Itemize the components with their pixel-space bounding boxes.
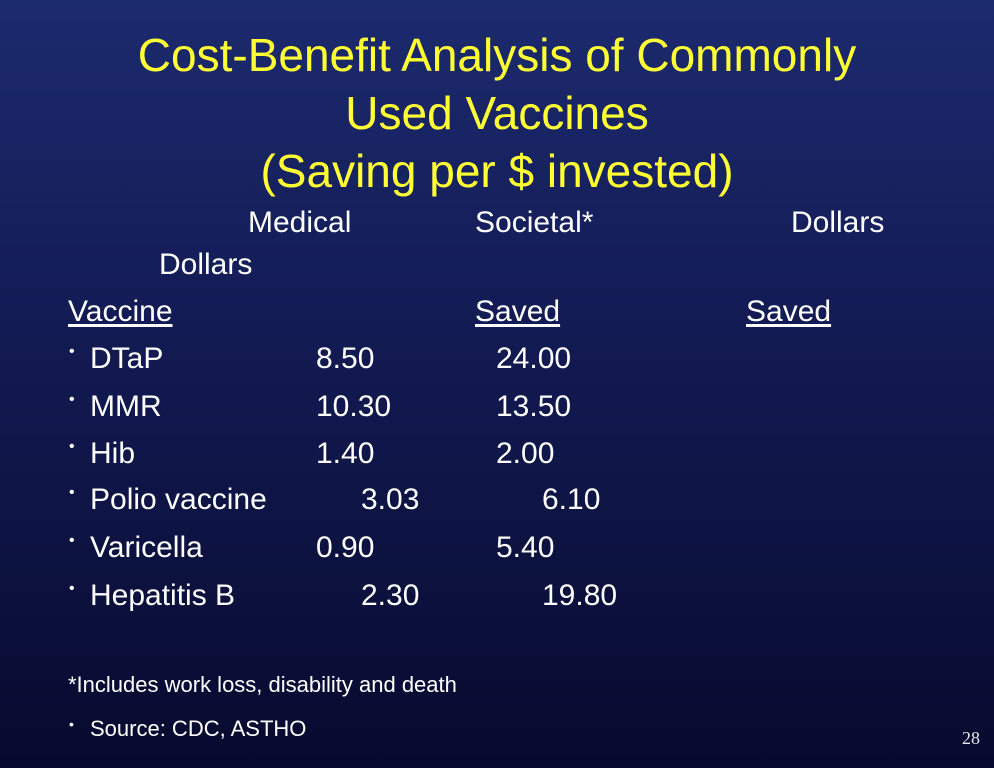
bullet-icon: • xyxy=(69,580,75,597)
societal-value: 13.50 xyxy=(496,390,572,423)
vaccine-name: MMR xyxy=(90,390,162,423)
societal-value: 24.00 xyxy=(496,342,572,375)
vaccine-name: Hib xyxy=(90,437,136,470)
bullet-icon: • xyxy=(69,484,75,501)
medical-value: 1.40 xyxy=(316,437,375,470)
header-medical: Medical xyxy=(248,206,352,239)
title-line-3: (Saving per $ invested) xyxy=(260,145,734,197)
bullet-icon: • xyxy=(69,391,75,408)
header-saved-1: Saved xyxy=(475,295,561,328)
header-saved-2: Saved xyxy=(746,295,832,328)
bullet-icon: • xyxy=(69,438,75,455)
medical-value: 10.30 xyxy=(316,390,392,423)
medical-value: 2.30 xyxy=(361,579,420,612)
header-dollars-1: Dollars xyxy=(791,206,885,239)
medical-value: 0.90 xyxy=(316,531,375,564)
vaccine-name: Polio vaccine xyxy=(90,483,267,516)
societal-value: 2.00 xyxy=(496,437,555,470)
vaccine-name: Hepatitis B xyxy=(90,579,236,612)
medical-value: 3.03 xyxy=(361,483,420,516)
header-dollars-2: Dollars xyxy=(159,248,253,281)
societal-value: 6.10 xyxy=(542,483,601,516)
vaccine-name: DTaP xyxy=(90,342,164,375)
header-vaccine: Vaccine xyxy=(68,295,173,328)
bullet-icon: • xyxy=(69,716,74,732)
medical-value: 8.50 xyxy=(316,342,375,375)
page-number: 28 xyxy=(962,728,980,748)
bullet-icon: • xyxy=(69,532,75,549)
source-note: Source: CDC, ASTHO xyxy=(90,716,307,741)
header-societal: Societal* xyxy=(475,206,594,239)
slide-title: Cost-Benefit Analysis of Commonly Used V… xyxy=(0,26,994,200)
footnote: *Includes work loss, disability and deat… xyxy=(68,672,457,697)
vaccine-name: Varicella xyxy=(90,531,203,564)
title-line-1: Cost-Benefit Analysis of Commonly xyxy=(137,29,857,81)
bullet-icon: • xyxy=(69,343,75,360)
societal-value: 19.80 xyxy=(542,579,618,612)
societal-value: 5.40 xyxy=(496,531,555,564)
title-line-2: Used Vaccines xyxy=(345,87,649,139)
